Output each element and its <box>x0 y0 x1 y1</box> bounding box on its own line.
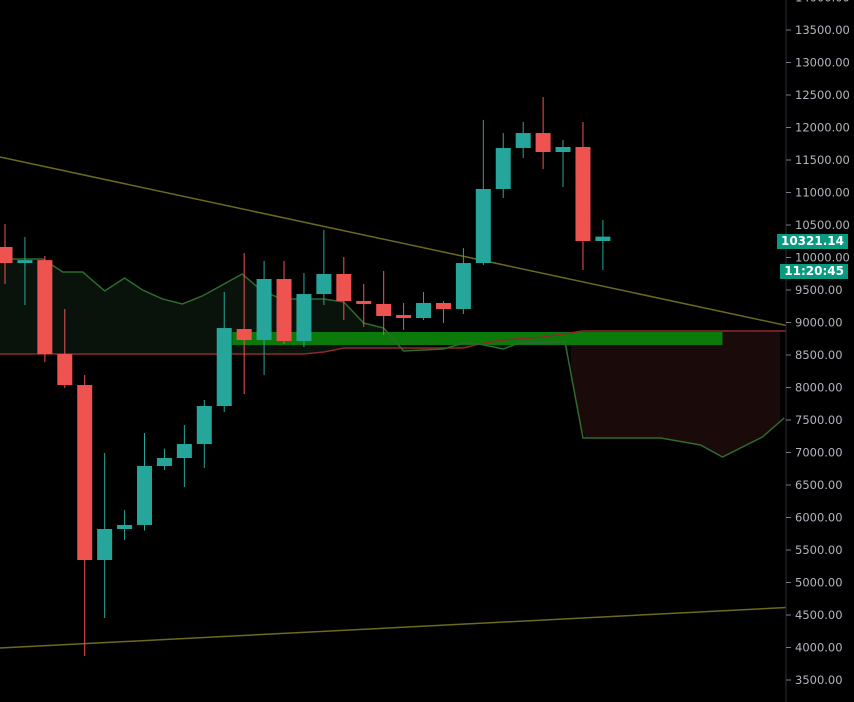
trendline-1 <box>0 603 854 649</box>
price-tick-label: 9500.00 <box>795 283 843 297</box>
span-b-line <box>0 330 854 355</box>
cloud-bearish <box>571 331 781 456</box>
span-a-line <box>0 249 785 458</box>
candle-body <box>416 303 432 319</box>
candle-body <box>196 406 212 444</box>
candle-body <box>137 466 153 525</box>
candle-body <box>515 133 531 148</box>
candle-body <box>595 236 611 241</box>
price-tick-label: 8000.00 <box>795 381 843 395</box>
candle-body <box>176 443 192 459</box>
countdown-tag: 11:20:45 <box>780 264 848 279</box>
price-tick-label: 9000.00 <box>795 316 843 330</box>
price-tick-label: 13500.00 <box>795 23 850 37</box>
price-tick-label: 10500.00 <box>795 218 850 232</box>
price-tick-label: 7500.00 <box>795 413 843 427</box>
candle-body <box>37 260 53 355</box>
candle-body <box>276 279 292 342</box>
candle-body <box>296 294 312 342</box>
candle-body <box>77 385 93 561</box>
price-tick-label: 4000.00 <box>795 641 843 655</box>
trendline-0 <box>0 156 854 341</box>
candle-body <box>535 133 551 153</box>
candle-body <box>356 300 372 304</box>
price-tick-label: 10000.00 <box>795 251 850 265</box>
price-tick-label: 8500.00 <box>795 348 843 362</box>
candle-body <box>495 147 511 189</box>
candle-body <box>256 279 272 340</box>
candle-body <box>97 529 113 561</box>
price-tick-label: 6000.00 <box>795 511 843 525</box>
price-tick-label: 14000.00 <box>795 0 850 5</box>
candle-body <box>555 147 571 153</box>
candle-body <box>336 274 352 301</box>
candle-body <box>316 274 332 295</box>
price-tick-label: 11500.00 <box>795 153 850 167</box>
candle-body <box>0 246 13 264</box>
price-tick-label: 5500.00 <box>795 543 843 557</box>
price-tick-label: 12000.00 <box>795 121 850 135</box>
candle-body <box>396 315 412 319</box>
candle-body <box>156 458 172 467</box>
candle-body <box>216 328 232 407</box>
price-tick-label: 12500.00 <box>795 88 850 102</box>
price-tick-label: 3500.00 <box>795 673 843 687</box>
last-price-tag: 10321.14 <box>776 234 848 249</box>
price-axis <box>786 0 854 702</box>
candle-body <box>117 524 133 530</box>
candle-body <box>376 303 392 316</box>
price-tick-label: 4500.00 <box>795 608 843 622</box>
price-tick-label: 7000.00 <box>795 446 843 460</box>
candle-body <box>455 263 471 309</box>
candle-body <box>17 260 33 264</box>
candle-body <box>435 303 451 309</box>
candle-body <box>475 188 491 264</box>
candle-body <box>236 329 252 340</box>
candle-body <box>57 354 73 386</box>
price-tick-label: 13000.00 <box>795 56 850 70</box>
price-tick-label: 5000.00 <box>795 576 843 590</box>
price-tick-label: 6500.00 <box>795 478 843 492</box>
support-zone <box>232 331 723 345</box>
price-tick-label: 11000.00 <box>795 186 850 200</box>
candle-body <box>575 147 591 241</box>
